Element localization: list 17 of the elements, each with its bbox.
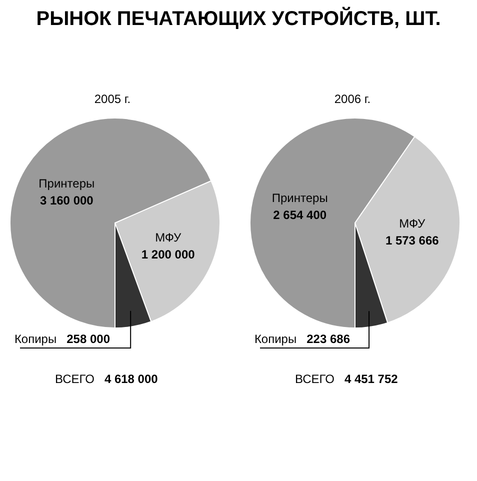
data-label: 223 686 (306, 332, 350, 346)
chart-subtitle: 2005 г. (93, 92, 132, 108)
text: ВСЕГО 4 451 752 (295, 372, 398, 386)
slice-label: МФУ (155, 230, 182, 245)
data-label: 1 200 000 (141, 248, 196, 262)
slice-label: Принтеры (38, 176, 95, 190)
slice-label: Копиры (14, 332, 57, 346)
slice-label: МФУ (399, 216, 426, 230)
text: ВСЕГО 4 618 000 (55, 372, 158, 386)
data-label: 3 160 000 (40, 193, 94, 208)
data-label: 2 654 400 (273, 208, 327, 222)
data-label: 258 000 (66, 332, 110, 346)
chart-subtitle: 2006 г. (333, 92, 372, 108)
data-label: 1 573 666 (385, 233, 440, 248)
slice-label: Копиры (254, 332, 297, 346)
chart-title: РЫНОК ПЕЧАТАЮЩИХ УСТРОЙСТВ, ШТ. (35, 8, 442, 32)
slice-label: Принтеры (272, 190, 328, 205)
